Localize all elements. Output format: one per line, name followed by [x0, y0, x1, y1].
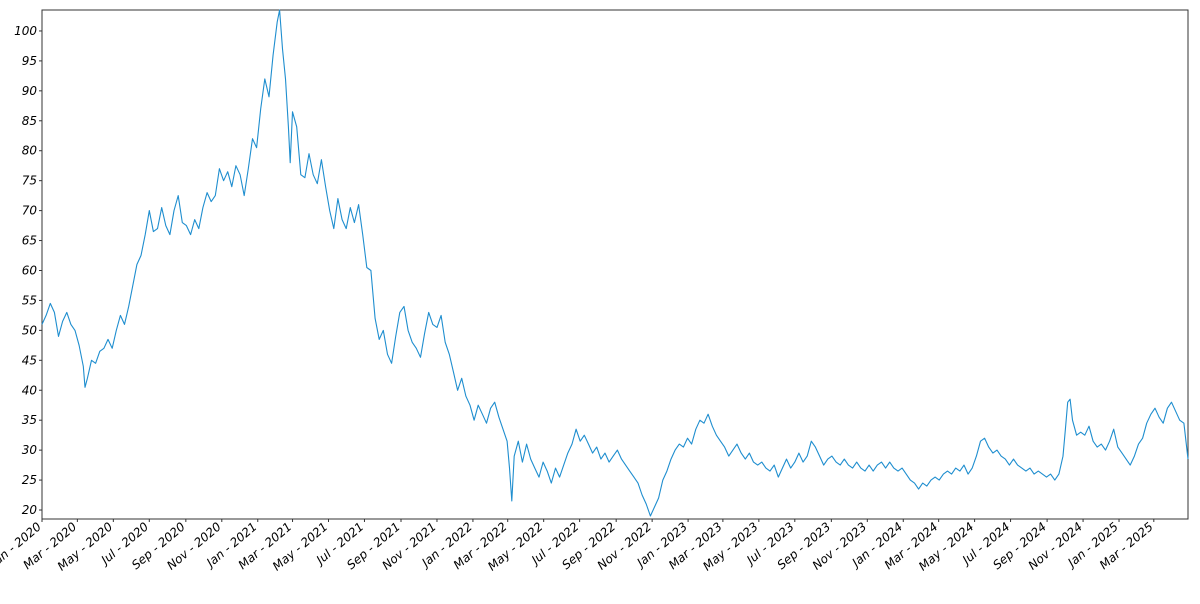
y-tick-label: 80 [22, 144, 38, 158]
y-tick-label: 50 [22, 323, 38, 337]
y-tick-label: 40 [22, 383, 38, 397]
y-tick-label: 75 [22, 174, 37, 188]
y-tick-label: 20 [22, 503, 38, 517]
y-axis: 20 25 30 35 40 45 50 55 60 65 70 75 80 85 90 95 100 [14, 24, 42, 517]
y-tick-label: 60 [22, 263, 38, 277]
series-layer [41, 9, 1189, 517]
series-line [41, 9, 1189, 517]
y-tick-label: 100 [14, 24, 37, 38]
y-tick-label: 90 [22, 84, 38, 98]
plot-area [41, 9, 1189, 520]
y-tick-label: 35 [22, 413, 37, 427]
y-tick-label: 30 [22, 443, 38, 457]
y-tick-label: 95 [22, 54, 37, 68]
y-tick-label: 55 [22, 293, 37, 307]
y-tick-label: 65 [22, 234, 37, 248]
y-tick-label: 70 [22, 204, 38, 218]
y-tick-label: 85 [22, 114, 37, 128]
y-tick-label: 45 [22, 353, 37, 367]
y-tick-label: 25 [22, 473, 37, 487]
plot-frame [41, 9, 1189, 520]
